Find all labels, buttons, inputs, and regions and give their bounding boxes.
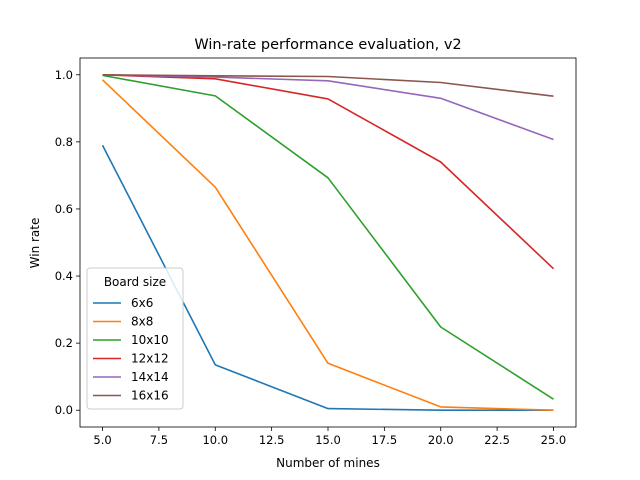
series-line-12x12 — [102, 74, 555, 270]
y-tick-label: 0.8 — [55, 135, 73, 149]
y-tick-label: 0.2 — [55, 336, 73, 350]
x-tick-label: 15.0 — [315, 433, 341, 447]
y-tick-label: 0.6 — [55, 202, 73, 216]
x-tick-label: 10.0 — [202, 433, 228, 447]
legend-label: 6x6 — [131, 296, 153, 310]
legend-label: 12x12 — [131, 352, 169, 366]
y-tick-label: 0.4 — [55, 269, 73, 283]
x-tick-label: 20.0 — [428, 433, 454, 447]
series-line-8x8 — [101, 79, 554, 411]
legend: Board size 6x6 8x8 10x10 12x12 14x14 16x16 — [86, 267, 184, 410]
x-tick-label: 17.5 — [372, 433, 398, 447]
y-axis-label: Win rate — [28, 218, 42, 269]
x-tick-label: 12.5 — [259, 433, 285, 447]
series-line-16x16 — [102, 74, 554, 97]
chart-title: Win-rate performance evaluation, v2 — [194, 37, 461, 53]
legend-label: 14x14 — [131, 370, 169, 384]
x-tick-label: 5.0 — [93, 433, 111, 447]
axes-frame — [79, 57, 577, 428]
x-axis-label: Number of mines — [276, 456, 380, 470]
x-tick-label: 22.5 — [484, 433, 510, 447]
legend-label: 10x10 — [131, 333, 169, 347]
y-tick-label: 0.0 — [55, 403, 73, 417]
legend-label: 16x16 — [131, 389, 169, 403]
series-line-10x10 — [102, 74, 554, 400]
x-tick-label: 25.0 — [541, 433, 567, 447]
x-tick-label: 7.5 — [150, 433, 168, 447]
series-line-14x14 — [102, 74, 554, 141]
y-tick-label: 1.0 — [55, 68, 73, 82]
legend-title: Board size — [104, 275, 166, 289]
plot-area: 5.0 7.5 10.0 12.5 15.0 17.5 20.0 22.5 25.0 0.0 0.2… — [55, 57, 577, 447]
legend-label: 8x8 — [131, 315, 153, 329]
